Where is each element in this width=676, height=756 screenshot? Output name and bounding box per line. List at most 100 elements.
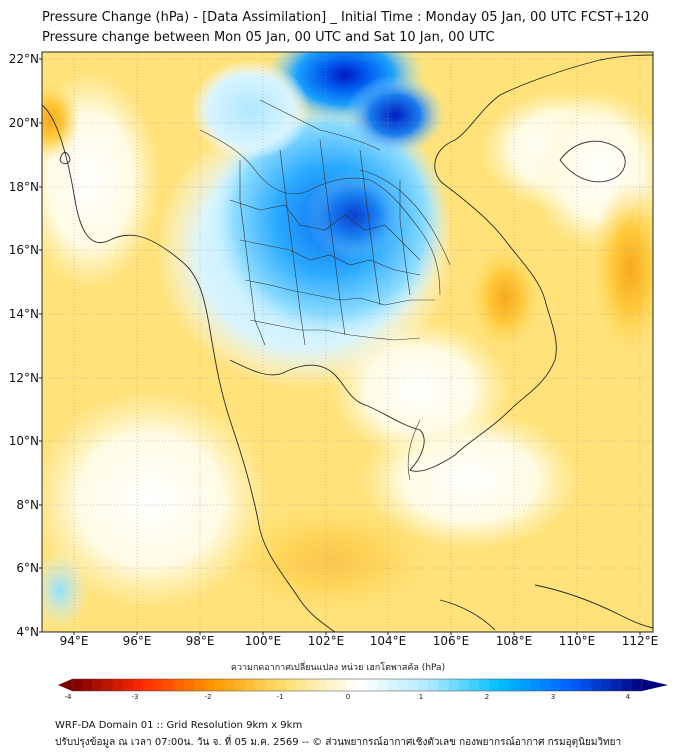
colorbar-segment: [326, 679, 337, 691]
colorbar-title: ความกดอากาศเปลี่ยนแปลง หน่วย เฮกโตพาสคัล…: [230, 663, 446, 673]
colorbar-segment: [540, 679, 551, 691]
colorbar-tick-label: 3: [551, 693, 555, 701]
colorbar-segment: [112, 679, 124, 691]
colorbar-segment: [499, 679, 510, 691]
colorbar-segment: [265, 679, 276, 691]
footer-model-info: WRF-DA Domain 01 :: Grid Resolution 9km …: [55, 720, 303, 731]
lon-label: 108°E: [496, 634, 533, 648]
colorbar-segment: [448, 679, 460, 691]
colorbar-tick-label: 0: [346, 693, 350, 701]
colorbar-segment: [468, 679, 480, 691]
colorbar-tick-label: -1: [277, 693, 284, 701]
colorbar-segment: [122, 679, 134, 691]
colorbar-segment: [316, 679, 327, 691]
lat-label: 16°N: [9, 243, 39, 257]
colorbar-segment: [621, 679, 633, 691]
colorbar-segment: [438, 679, 449, 691]
colorbar-segment: [346, 679, 358, 691]
colorbar-segment: [631, 679, 643, 691]
colorbar-segment: [92, 679, 103, 691]
lat-label: 4°N: [16, 625, 39, 639]
colorbar-segment: [580, 679, 592, 691]
colorbar-tick-label: 2: [485, 693, 489, 701]
colorbar-segment: [570, 679, 582, 691]
lon-label: 102°E: [308, 634, 345, 648]
colorbar-tick-label: -3: [132, 693, 139, 701]
latitude-labels: 22°N 20°N 18°N 16°N 14°N 12°N 10°N 8°N 6°N 4°N: [9, 52, 42, 639]
colorbar-segment: [611, 679, 622, 691]
lon-label: 98°E: [186, 634, 215, 648]
colorbar-segment: [357, 679, 368, 691]
colorbar-segment: [102, 679, 114, 691]
map-frame: [41, 51, 654, 633]
colorbar-segment: [428, 679, 439, 691]
colorbar-segment: [509, 679, 521, 691]
colorbar-segment: [183, 679, 195, 691]
colorbar-segment: [255, 679, 266, 691]
colorbar-tick-label: -2: [205, 693, 212, 701]
colorbar-segment: [458, 679, 470, 691]
colorbar-tick-labels: -4 -3 -2 -1 0 1 2 3 4: [65, 693, 631, 701]
colorbar-segment: [397, 679, 409, 691]
colorbar-segment: [387, 679, 399, 691]
colorbar-segment: [82, 679, 93, 691]
lon-label: 110°E: [559, 634, 596, 648]
province-borders: [199, 99, 451, 481]
colorbar-segment: [275, 679, 287, 691]
colorbar: [58, 678, 668, 692]
footer-credit: ปรับปรุงข้อมูล ณ เวลา 07:00น. วัน จ. ที่…: [55, 737, 622, 748]
lat-label: 12°N: [9, 371, 39, 385]
colorbar-segment: [550, 679, 561, 691]
map-title: Pressure Change (hPa) - [Data Assimilati…: [42, 10, 650, 25]
pressure-field: [42, 52, 653, 632]
colorbar-tick-label: -4: [65, 693, 73, 701]
lon-label: 96°E: [123, 634, 152, 648]
map-subtitle: Pressure change between Mon 05 Jan, 00 U…: [42, 30, 495, 45]
colorbar-segment: [418, 679, 429, 691]
colorbar-segment: [336, 679, 348, 691]
colorbar-segment: [285, 679, 297, 691]
colorbar-segment: [245, 679, 256, 691]
colorbar-segment: [479, 679, 490, 691]
lat-label: 6°N: [16, 561, 39, 575]
longitude-labels: 94°E 96°E 98°E 100°E 102°E 104°E 106°E 108°E 110…: [60, 632, 659, 648]
colorbar-segment: [214, 679, 225, 691]
colorbar-segment: [163, 679, 175, 691]
lat-label: 18°N: [9, 180, 39, 194]
colorbar-segment: [295, 679, 307, 691]
colorbar-segment: [133, 679, 144, 691]
colorbar-segment: [72, 679, 83, 691]
lon-label: 104°E: [370, 634, 407, 648]
colorbar-segment: [234, 679, 246, 691]
graticule: [42, 52, 653, 632]
colorbar-segment: [173, 679, 185, 691]
colorbar-tick-label: 1: [419, 693, 423, 701]
lat-label: 10°N: [9, 434, 39, 448]
colorbar-segment: [204, 679, 215, 691]
colorbar-segment: [306, 679, 317, 691]
colorbar-segment: [224, 679, 236, 691]
colorbar-tick-label: 4: [626, 693, 631, 701]
colorbar-segment: [407, 679, 419, 691]
lat-label: 20°N: [9, 116, 39, 130]
colorbar-segment: [377, 679, 388, 691]
lon-label: 100°E: [245, 634, 282, 648]
colorbar-segment: [143, 679, 154, 691]
coastlines: [42, 54, 653, 632]
colorbar-min-arrow: [58, 679, 72, 691]
lat-label: 14°N: [9, 307, 39, 321]
colorbar-max-arrow: [642, 679, 668, 691]
colorbar-segment: [530, 679, 541, 691]
colorbar-segment: [153, 679, 164, 691]
colorbar-segment: [560, 679, 572, 691]
lon-label: 106°E: [433, 634, 470, 648]
colorbar-segment: [601, 679, 612, 691]
lat-label: 22°N: [9, 52, 39, 66]
colorbar-segment: [489, 679, 500, 691]
lon-label: 112°E: [622, 634, 659, 648]
colorbar-segment: [591, 679, 602, 691]
colorbar-segment: [519, 679, 531, 691]
lat-label: 8°N: [16, 498, 39, 512]
colorbar-segment: [194, 679, 205, 691]
